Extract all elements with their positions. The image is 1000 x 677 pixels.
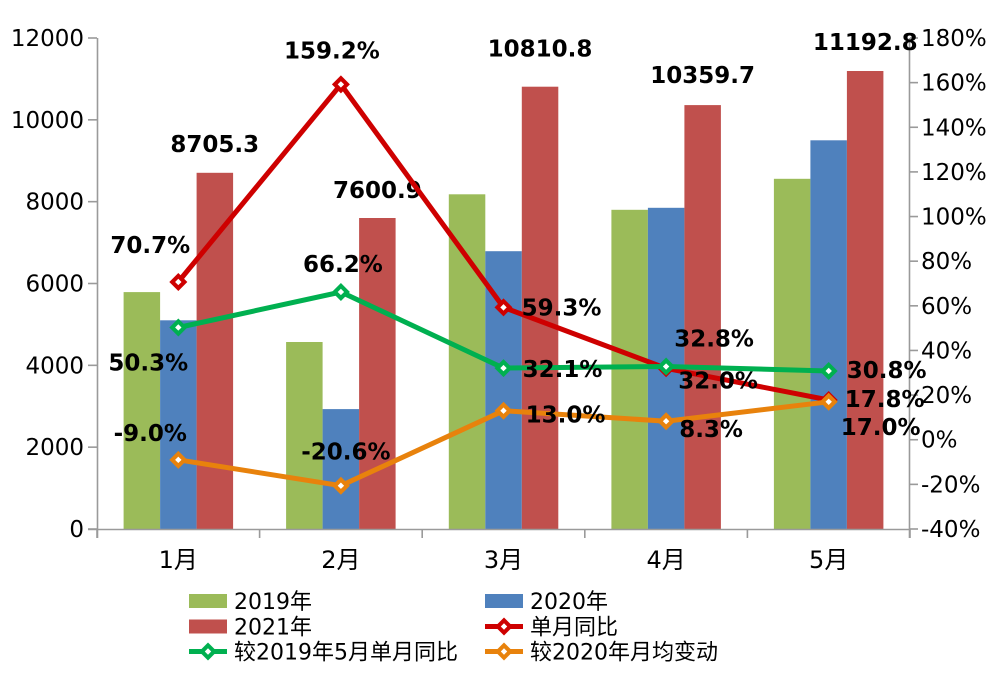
bar-data-label: 10359.7: [650, 63, 755, 89]
marker-diamond-center: [662, 363, 670, 370]
right-axis-tick-label: 180%: [921, 26, 987, 52]
bar-2021年-5月: [846, 71, 884, 529]
marker-diamond-center: [175, 324, 182, 331]
marker-diamond-center: [337, 81, 345, 88]
bar-data-label: 7600.9: [333, 178, 422, 204]
marker-diamond-center: [337, 288, 345, 296]
legend-swatch-2020年: [485, 594, 523, 608]
right-axis-tick-label: 0%: [921, 428, 958, 454]
line-data-label: -20.6%: [301, 440, 390, 466]
marker-diamond-center: [337, 482, 345, 489]
line-data-label: 66.2%: [303, 252, 383, 278]
marker-diamond-center: [825, 367, 832, 375]
line-data-label: 32.8%: [674, 327, 754, 353]
right-axis-tick-label: 80%: [921, 249, 972, 275]
right-axis-tick-label: -40%: [921, 517, 980, 543]
left-axis-tick-label: 12000: [11, 26, 84, 52]
line-data-label: 32.1%: [523, 357, 603, 383]
bar-2021年-3月: [521, 86, 559, 529]
marker-diamond-center: [175, 278, 182, 286]
bar-2021年-1月: [196, 172, 234, 530]
line-data-label: 32.0%: [678, 368, 758, 394]
legend-swatch-2021年: [189, 619, 227, 634]
legend-label-较2020年月均变动: 较2020年月均变动: [530, 641, 718, 666]
line-data-label: -9.0%: [114, 421, 187, 447]
marker-diamond-center: [175, 456, 182, 464]
legend-marker-diamond-center: [500, 648, 508, 655]
line-data-label: 70.7%: [110, 233, 190, 259]
left-axis-tick-label: 6000: [25, 272, 84, 298]
right-axis-tick-label: 140%: [921, 115, 987, 141]
bar-2019年-5月: [773, 178, 811, 530]
line-data-label: 13.0%: [526, 403, 606, 429]
bar-2020年-3月: [485, 251, 522, 529]
line-data-label: 30.8%: [847, 358, 927, 384]
right-axis-tick-label: 20%: [921, 383, 972, 409]
x-axis-category-label: 3月: [484, 546, 523, 574]
x-axis-category-label: 2月: [321, 546, 360, 574]
bar-2019年-3月: [448, 194, 486, 530]
left-axis-tick-label: 0: [69, 517, 84, 543]
x-axis-category-label: 5月: [809, 546, 848, 574]
legend-label-2019年: 2019年: [234, 590, 312, 615]
bar-data-label: 10810.8: [488, 37, 593, 63]
right-axis-tick-label: -20%: [921, 472, 980, 498]
bar-2019年-1月: [123, 292, 161, 529]
x-axis-category-label: 4月: [646, 546, 685, 574]
marker-diamond-center: [500, 364, 507, 372]
left-axis-tick-label: 2000: [25, 435, 84, 461]
marker-diamond-center: [662, 418, 670, 425]
right-axis-tick-label: 160%: [921, 71, 987, 97]
legend-label-单月同比: 单月同比: [530, 616, 618, 641]
bar-2020年-5月: [810, 140, 847, 530]
bar-2021年-4月: [684, 105, 721, 529]
marker-diamond-center: [500, 304, 507, 311]
left-axis-tick-label: 4000: [25, 353, 84, 379]
line-data-label: 59.3%: [522, 295, 602, 321]
right-axis-tick-label: 40%: [921, 338, 972, 364]
bar-data-label: 11192.8: [813, 30, 918, 56]
right-axis-tick-label: 100%: [921, 205, 987, 231]
right-axis-tick-label: 60%: [921, 294, 972, 320]
bar-2020年-1月: [160, 320, 197, 529]
bar-2020年-2月: [322, 409, 360, 529]
left-axis-tick-label: 8000: [25, 190, 84, 216]
legend-swatch-2019年: [189, 594, 227, 608]
marker-diamond-center: [500, 407, 507, 414]
legend-label-2021年: 2021年: [234, 616, 312, 641]
legend-label-较2019年5月单月同比: 较2019年5月单月同比: [234, 641, 458, 666]
line-data-label: 50.3%: [108, 350, 188, 376]
line-data-label: 159.2%: [284, 38, 380, 64]
right-axis-tick-label: 120%: [921, 160, 987, 186]
line-data-label: 8.3%: [679, 417, 743, 443]
bar-data-label: 8705.3: [170, 132, 259, 158]
marker-diamond-center: [825, 398, 832, 405]
left-axis-tick-label: 10000: [11, 108, 84, 134]
line-data-label: 17.8%: [845, 387, 925, 413]
legend-marker-diamond-center: [500, 623, 508, 630]
legend-label-2020年: 2020年: [530, 590, 608, 615]
line-data-label: 17.0%: [841, 415, 921, 441]
legend-marker-diamond-center: [204, 648, 212, 655]
x-axis-category-label: 1月: [159, 546, 198, 574]
bar-2019年-2月: [286, 342, 323, 529]
